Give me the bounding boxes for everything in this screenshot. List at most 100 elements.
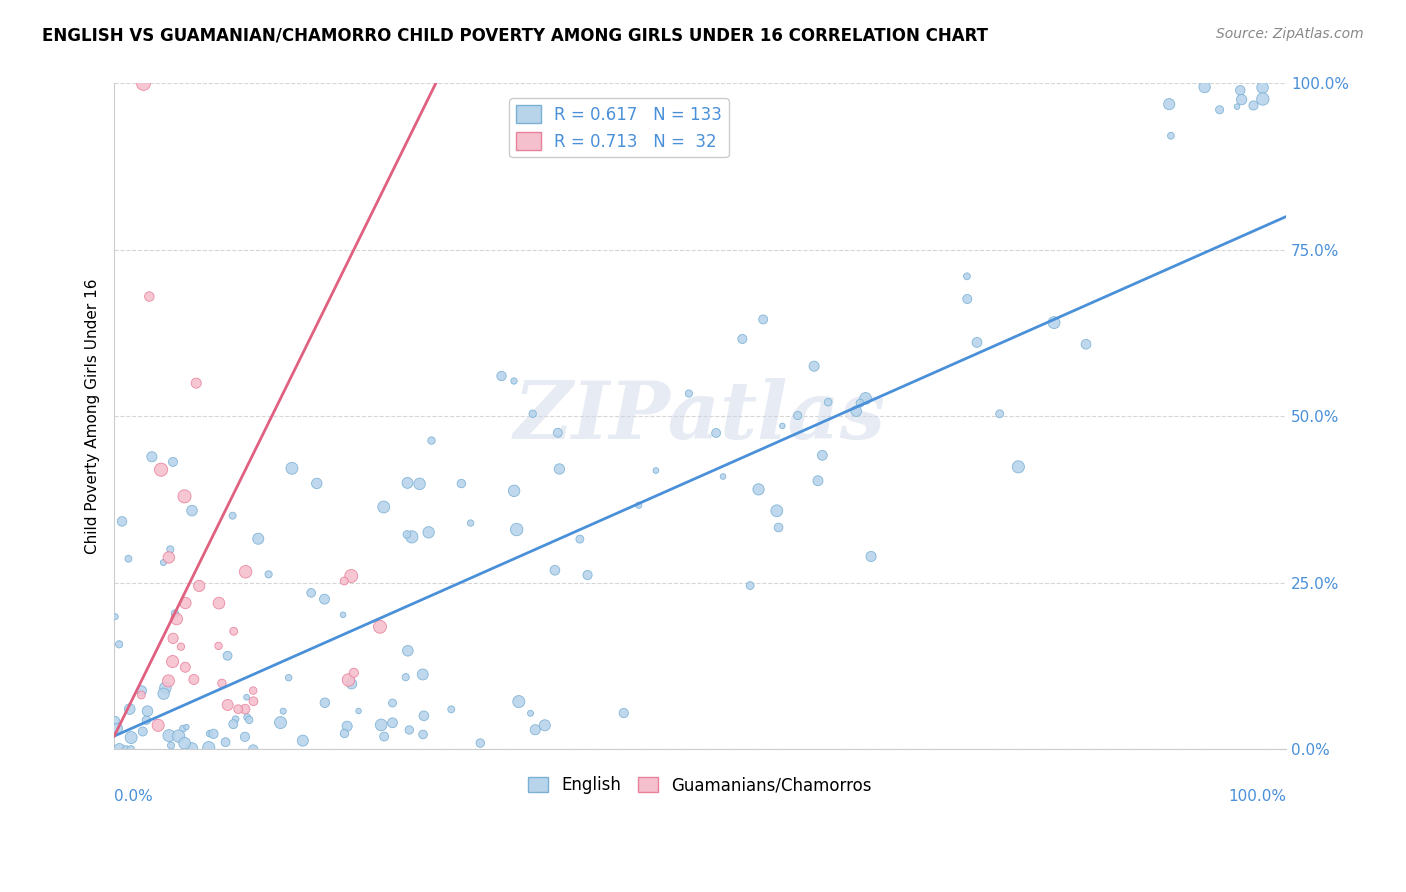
Point xyxy=(111,515,134,529)
Point xyxy=(347,704,370,718)
Point xyxy=(522,407,544,421)
Y-axis label: Child Poverty Among Girls Under 16: Child Poverty Among Girls Under 16 xyxy=(86,278,100,554)
Point xyxy=(645,464,668,478)
Point xyxy=(548,462,571,476)
Point xyxy=(678,386,700,401)
Point xyxy=(104,714,127,728)
Point xyxy=(803,359,825,374)
Point xyxy=(163,607,186,621)
Point xyxy=(505,523,527,537)
Point xyxy=(162,455,184,469)
Point xyxy=(752,312,775,326)
Point xyxy=(731,332,754,346)
Point xyxy=(242,694,264,708)
Point xyxy=(118,702,141,716)
Point xyxy=(768,520,790,534)
Legend: English, Guamanians/Chamorros: English, Guamanians/Chamorros xyxy=(522,770,879,801)
Point xyxy=(181,503,204,517)
Point xyxy=(247,532,270,546)
Point xyxy=(233,730,256,744)
Point xyxy=(108,637,131,651)
Point xyxy=(396,475,419,490)
Point xyxy=(1230,93,1253,107)
Point xyxy=(1074,337,1097,351)
Point xyxy=(747,483,769,497)
Text: Source: ZipAtlas.com: Source: ZipAtlas.com xyxy=(1216,27,1364,41)
Point xyxy=(141,450,163,464)
Point xyxy=(222,717,245,731)
Point xyxy=(340,677,363,691)
Point xyxy=(849,396,872,410)
Point xyxy=(855,392,877,406)
Point xyxy=(157,729,180,743)
Point xyxy=(217,648,239,663)
Point xyxy=(627,498,650,512)
Point xyxy=(337,673,360,687)
Point xyxy=(242,742,264,756)
Point xyxy=(176,720,198,734)
Text: ZIPatlas: ZIPatlas xyxy=(515,377,886,455)
Point xyxy=(281,461,304,475)
Point xyxy=(270,715,292,730)
Point xyxy=(162,632,184,646)
Point xyxy=(235,690,257,705)
Point xyxy=(373,500,395,514)
Point xyxy=(568,532,591,546)
Point xyxy=(221,508,243,523)
Point xyxy=(711,469,734,483)
Point xyxy=(766,504,789,518)
Point xyxy=(135,713,157,727)
Point xyxy=(136,704,159,718)
Point xyxy=(150,463,173,477)
Point xyxy=(226,702,249,716)
Point xyxy=(368,620,391,634)
Point xyxy=(160,739,183,753)
Point xyxy=(1007,459,1029,474)
Point xyxy=(491,369,513,384)
Point xyxy=(956,269,979,284)
Point xyxy=(547,425,569,440)
Point xyxy=(576,568,599,582)
Point xyxy=(544,563,567,577)
Point xyxy=(704,425,727,440)
Point xyxy=(332,607,354,622)
Point xyxy=(173,489,195,503)
Point xyxy=(180,741,202,756)
Point xyxy=(373,730,395,744)
Point xyxy=(117,551,139,566)
Point xyxy=(115,742,138,756)
Point xyxy=(132,77,155,91)
Point xyxy=(170,640,193,654)
Point xyxy=(811,448,834,462)
Point xyxy=(108,742,131,756)
Point xyxy=(207,639,229,653)
Point xyxy=(157,673,180,688)
Point xyxy=(398,723,420,737)
Point xyxy=(104,609,127,624)
Point xyxy=(186,376,208,391)
Point xyxy=(138,289,160,303)
Point xyxy=(299,586,322,600)
Point xyxy=(395,670,418,684)
Point xyxy=(440,702,463,716)
Point xyxy=(1208,103,1230,117)
Point xyxy=(172,722,194,736)
Point xyxy=(225,712,247,726)
Point xyxy=(370,718,392,732)
Point xyxy=(503,483,526,498)
Point xyxy=(152,556,174,570)
Point xyxy=(291,733,314,747)
Point xyxy=(305,476,328,491)
Point xyxy=(1159,97,1181,112)
Point xyxy=(420,434,443,448)
Point xyxy=(988,407,1011,421)
Point xyxy=(333,574,356,588)
Point xyxy=(966,335,988,350)
Point xyxy=(333,726,356,740)
Point xyxy=(173,736,195,750)
Point xyxy=(460,516,482,530)
Point xyxy=(381,696,404,710)
Point xyxy=(148,718,170,732)
Point xyxy=(314,592,336,607)
Point xyxy=(770,418,793,433)
